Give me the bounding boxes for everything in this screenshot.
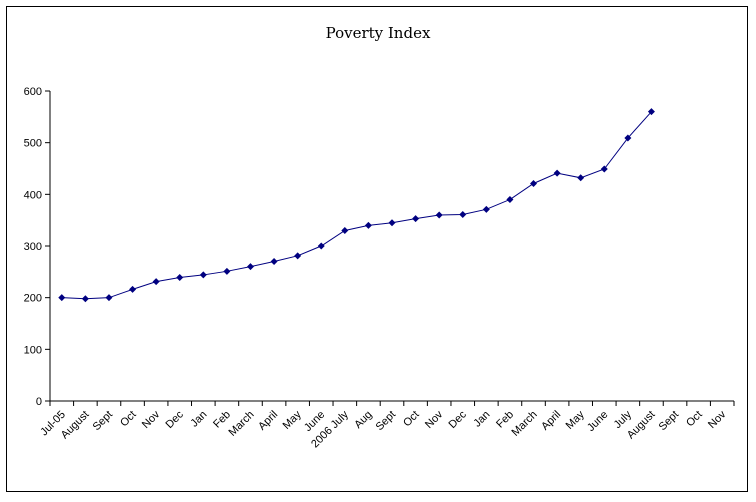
y-tick-label: 600 xyxy=(24,86,42,98)
x-tick-label: April xyxy=(539,409,563,433)
y-tick-label: 0 xyxy=(36,396,42,408)
data-point xyxy=(435,211,443,219)
x-tick-label: Aug xyxy=(352,409,374,431)
x-tick-label: Jan xyxy=(188,409,209,430)
data-point xyxy=(199,271,207,279)
x-tick-label: May xyxy=(564,408,588,432)
data-point xyxy=(81,295,89,303)
data-point xyxy=(647,108,655,116)
x-tick-label: June xyxy=(585,409,610,434)
x-tick-label: Dec xyxy=(164,408,187,431)
x-tick-label: Nov xyxy=(423,408,446,431)
x-tick-label: Sept xyxy=(657,409,681,433)
y-tick-label: 500 xyxy=(24,138,42,150)
data-point xyxy=(364,221,372,229)
data-point xyxy=(58,294,66,302)
data-point xyxy=(412,215,420,223)
chart-title: Poverty Index xyxy=(325,24,431,42)
data-point xyxy=(341,227,349,234)
data-point xyxy=(506,196,514,203)
data-point xyxy=(152,278,160,286)
y-tick-label: 200 xyxy=(24,293,42,305)
data-point xyxy=(105,294,113,302)
data-point xyxy=(577,174,585,182)
data-point xyxy=(530,179,538,187)
data-point xyxy=(553,169,561,177)
x-tick-label: Sept xyxy=(374,409,398,433)
data-point xyxy=(129,285,137,293)
y-tick-label: 100 xyxy=(24,344,42,356)
x-tick-label: May xyxy=(281,408,305,432)
data-point xyxy=(223,267,231,275)
y-tick-label: 300 xyxy=(24,241,42,253)
x-tick-label: Sept xyxy=(91,409,115,433)
x-tick-label: Nov xyxy=(140,408,163,431)
chart-frame xyxy=(6,6,748,492)
data-point xyxy=(482,205,490,213)
data-point xyxy=(176,274,184,282)
x-tick-label: April xyxy=(256,409,280,433)
x-tick-label: Jan xyxy=(471,409,492,430)
x-tick-label: Oct xyxy=(401,409,422,430)
x-tick-label: March xyxy=(227,409,257,439)
y-tick-label: 400 xyxy=(24,189,42,201)
x-tick-label: Oct xyxy=(684,409,705,430)
x-tick-label: Oct xyxy=(118,409,139,430)
data-point xyxy=(624,134,632,142)
x-tick-label: March xyxy=(510,409,540,439)
series-line xyxy=(61,111,652,300)
data-point xyxy=(388,219,396,227)
x-tick-label: Dec xyxy=(447,408,470,431)
data-point xyxy=(294,252,302,260)
data-point xyxy=(317,242,325,250)
data-point xyxy=(600,165,608,173)
data-point xyxy=(246,263,254,271)
data-point xyxy=(270,258,278,265)
x-tick-label: Nov xyxy=(706,408,729,431)
data-point xyxy=(459,210,467,218)
